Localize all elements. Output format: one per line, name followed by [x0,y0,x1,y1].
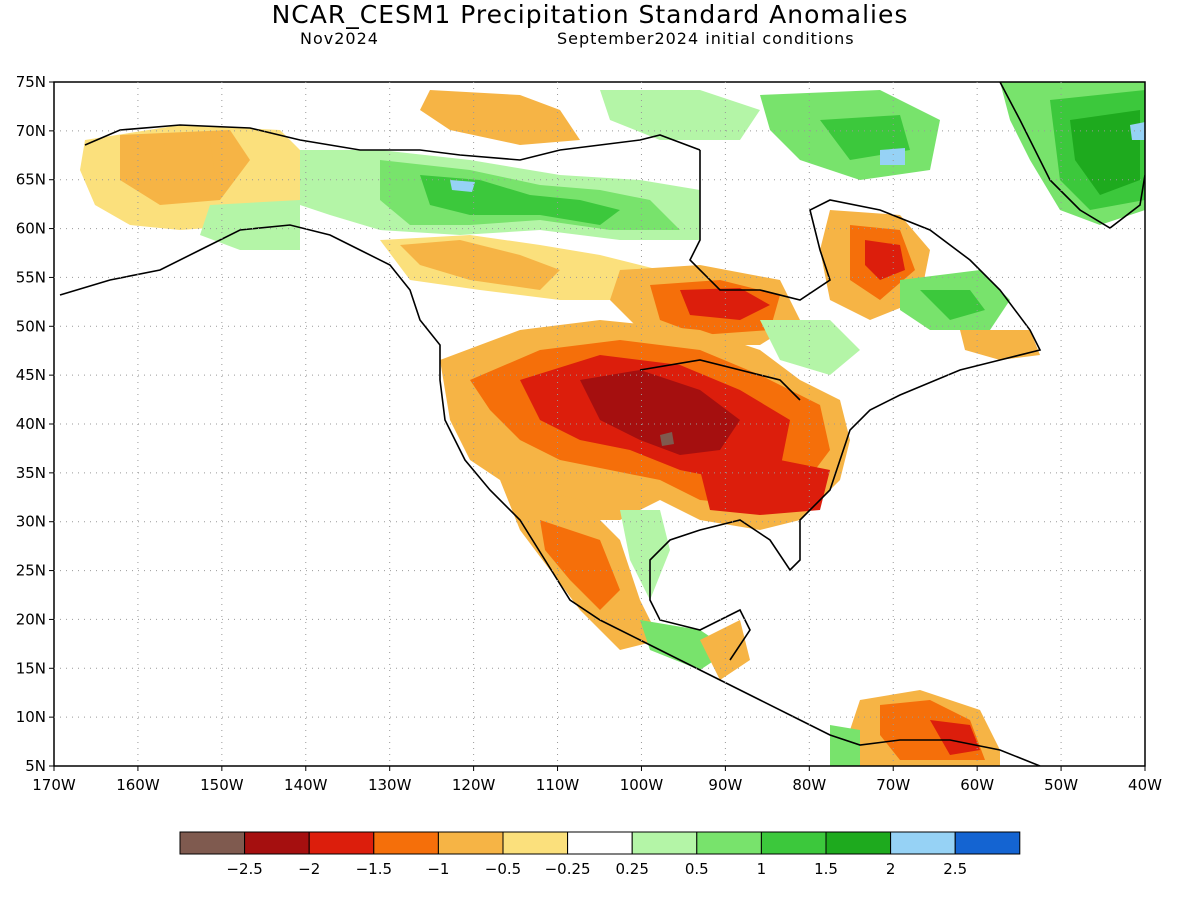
lon-label: 140W [284,776,328,794]
map-title: NCAR_CESM1 Precipitation Standard Anomal… [271,0,909,29]
lon-label: 40W [1128,776,1162,794]
graticule [54,82,1145,766]
legend-swatch [179,831,246,855]
legend-swatch [308,831,375,855]
initial-conditions: September2024 initial conditions [557,29,855,48]
lat-label: 5N [25,757,46,775]
legend-swatch [890,831,956,855]
lat-label: 45N [16,366,46,384]
coastlines [59,82,1145,766]
legend-swatch [244,831,310,855]
lon-label: 110W [536,776,580,794]
lat-label: 55N [16,268,46,286]
lat-label: 65N [16,171,46,189]
lat-label: 25N [16,562,46,580]
legend-swatch [954,831,1021,855]
color-legend: −2.5 −2 −1.5 −1 −0.5 −0.25 0.25 0.5 1 1.5 2 2.5 [179,831,1021,878]
longitude-labels: 170W 160W 150W 140W 130W 120W 110W 100W 90W 80W 70… [32,766,1162,794]
lon-label: 170W [32,776,76,794]
legend-swatch [631,831,698,855]
lat-label: 10N [16,708,46,726]
legend-label: −0.25 [545,860,591,878]
lon-label: 50W [1044,776,1078,794]
anomaly-fields [80,82,1145,766]
legend-label: 1 [757,860,767,878]
lat-label: 75N [16,73,46,91]
legend-label: −2.5 [226,860,262,878]
lon-label: 120W [452,776,496,794]
lat-label: 60N [16,220,46,238]
lon-label: 160W [116,776,160,794]
legend-label: −2 [298,860,320,878]
lon-label: 100W [620,776,664,794]
legend-swatch [825,831,892,855]
lat-label: 50N [16,317,46,335]
lat-label: 70N [16,122,46,140]
latitude-labels: 75N 70N 65N 60N 55N 50N 45N 40N 35N 30N 25N 20N 15N 1… [16,73,54,775]
lon-label: 70W [876,776,910,794]
lat-label: 35N [16,464,46,482]
legend-label: −1 [427,860,449,878]
legend-label: −0.5 [485,860,521,878]
legend-swatch [502,831,569,855]
lon-label: 80W [792,776,826,794]
legend-label: 1.5 [814,860,838,878]
lon-label: 150W [200,776,244,794]
lon-label: 60W [960,776,994,794]
legend-swatch [373,831,439,855]
legend-label: 0.5 [685,860,709,878]
lon-label: 130W [368,776,412,794]
lat-label: 20N [16,610,46,628]
legend-label: −1.5 [356,860,392,878]
legend-swatch [760,831,827,855]
legend-swatch [567,831,633,855]
forecast-month: Nov2024 [300,29,379,48]
legend-swatch [437,831,504,855]
legend-label: 2 [886,860,896,878]
legend-label: 2.5 [943,860,967,878]
lat-label: 40N [16,415,46,433]
legend-swatch [696,831,762,855]
lat-label: 15N [16,659,46,677]
legend-label: 0.25 [615,860,648,878]
lat-label: 30N [16,513,46,531]
lon-label: 90W [708,776,742,794]
